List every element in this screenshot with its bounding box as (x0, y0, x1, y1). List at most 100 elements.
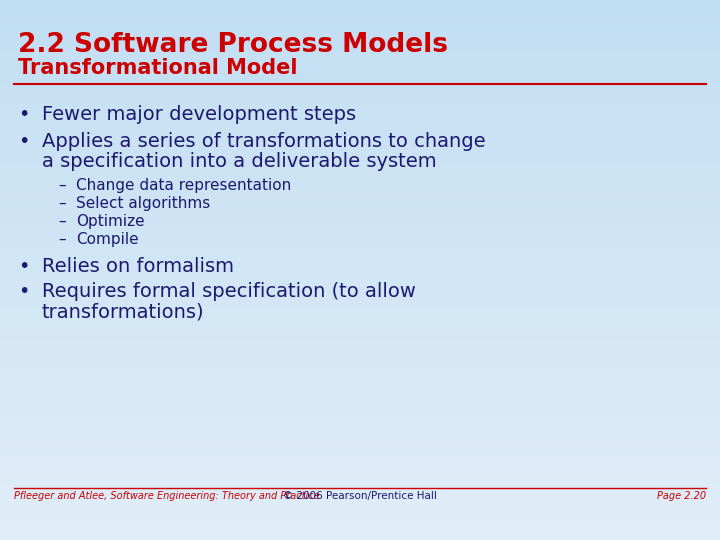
Bar (0, 447, 720, 448)
Bar (0, 538, 720, 539)
Bar (0, 135, 720, 136)
Bar (0, 387, 720, 388)
Bar (0, 66, 720, 67)
Bar (0, 359, 720, 360)
Bar (0, 528, 720, 529)
Bar (0, 516, 720, 517)
Bar (0, 302, 720, 303)
Bar (0, 372, 720, 373)
Bar (0, 392, 720, 393)
Bar (0, 45, 720, 46)
Bar (0, 239, 720, 240)
Bar (0, 46, 720, 47)
Bar (0, 13, 720, 14)
Bar (0, 383, 720, 384)
Bar (0, 205, 720, 206)
Bar (0, 162, 720, 163)
Bar (0, 141, 720, 142)
Bar (0, 419, 720, 420)
Bar (0, 504, 720, 505)
Bar (0, 385, 720, 386)
Bar (0, 286, 720, 287)
Bar (0, 78, 720, 79)
Bar (0, 277, 720, 278)
Bar (0, 103, 720, 104)
Bar (0, 0, 720, 1)
Bar (0, 95, 720, 96)
Bar (0, 127, 720, 128)
Bar (0, 165, 720, 166)
Bar (0, 5, 720, 6)
Bar (0, 228, 720, 229)
Bar (0, 263, 720, 264)
Bar (0, 403, 720, 404)
Bar (0, 436, 720, 437)
Bar (0, 280, 720, 281)
Bar (0, 115, 720, 116)
Bar (0, 288, 720, 289)
Bar (0, 27, 720, 28)
Bar (0, 410, 720, 411)
Bar (0, 117, 720, 118)
Bar (0, 337, 720, 338)
Bar (0, 34, 720, 35)
Bar (0, 518, 720, 519)
Bar (0, 378, 720, 379)
Bar (0, 499, 720, 500)
Text: Applies a series of transformations to change: Applies a series of transformations to c… (42, 132, 485, 151)
Bar (0, 434, 720, 435)
Bar (0, 105, 720, 106)
Bar (0, 240, 720, 241)
Bar (0, 60, 720, 61)
Bar (0, 513, 720, 514)
Bar (0, 411, 720, 412)
Bar (0, 391, 720, 392)
Bar (0, 152, 720, 153)
Bar (0, 401, 720, 402)
Bar (0, 480, 720, 481)
Bar (0, 178, 720, 179)
Bar (0, 171, 720, 172)
Bar (0, 51, 720, 52)
Bar (0, 429, 720, 430)
Bar (0, 231, 720, 232)
Bar (0, 149, 720, 150)
Bar (0, 416, 720, 417)
Bar (0, 338, 720, 339)
Bar (0, 386, 720, 387)
Bar (0, 452, 720, 453)
Bar (0, 415, 720, 416)
Bar (0, 176, 720, 177)
Bar (0, 341, 720, 342)
Bar (0, 151, 720, 152)
Bar (0, 531, 720, 532)
Bar (0, 312, 720, 313)
Bar (0, 261, 720, 262)
Bar (0, 456, 720, 457)
Bar (0, 258, 720, 259)
Bar (0, 471, 720, 472)
Bar (0, 364, 720, 365)
Bar (0, 441, 720, 442)
Bar (0, 265, 720, 266)
Bar (0, 350, 720, 351)
Bar (0, 462, 720, 463)
Bar (0, 326, 720, 327)
Bar (0, 131, 720, 132)
Bar (0, 120, 720, 121)
Bar (0, 26, 720, 27)
Bar (0, 324, 720, 325)
Bar (0, 279, 720, 280)
Bar (0, 184, 720, 185)
Bar (0, 42, 720, 43)
Bar (0, 208, 720, 209)
Bar (0, 482, 720, 483)
Bar (0, 308, 720, 309)
Bar (0, 67, 720, 68)
Text: –: – (58, 178, 66, 193)
Bar (0, 204, 720, 205)
Bar (0, 138, 720, 139)
Bar (0, 407, 720, 408)
Bar (0, 404, 720, 405)
Bar (0, 109, 720, 110)
